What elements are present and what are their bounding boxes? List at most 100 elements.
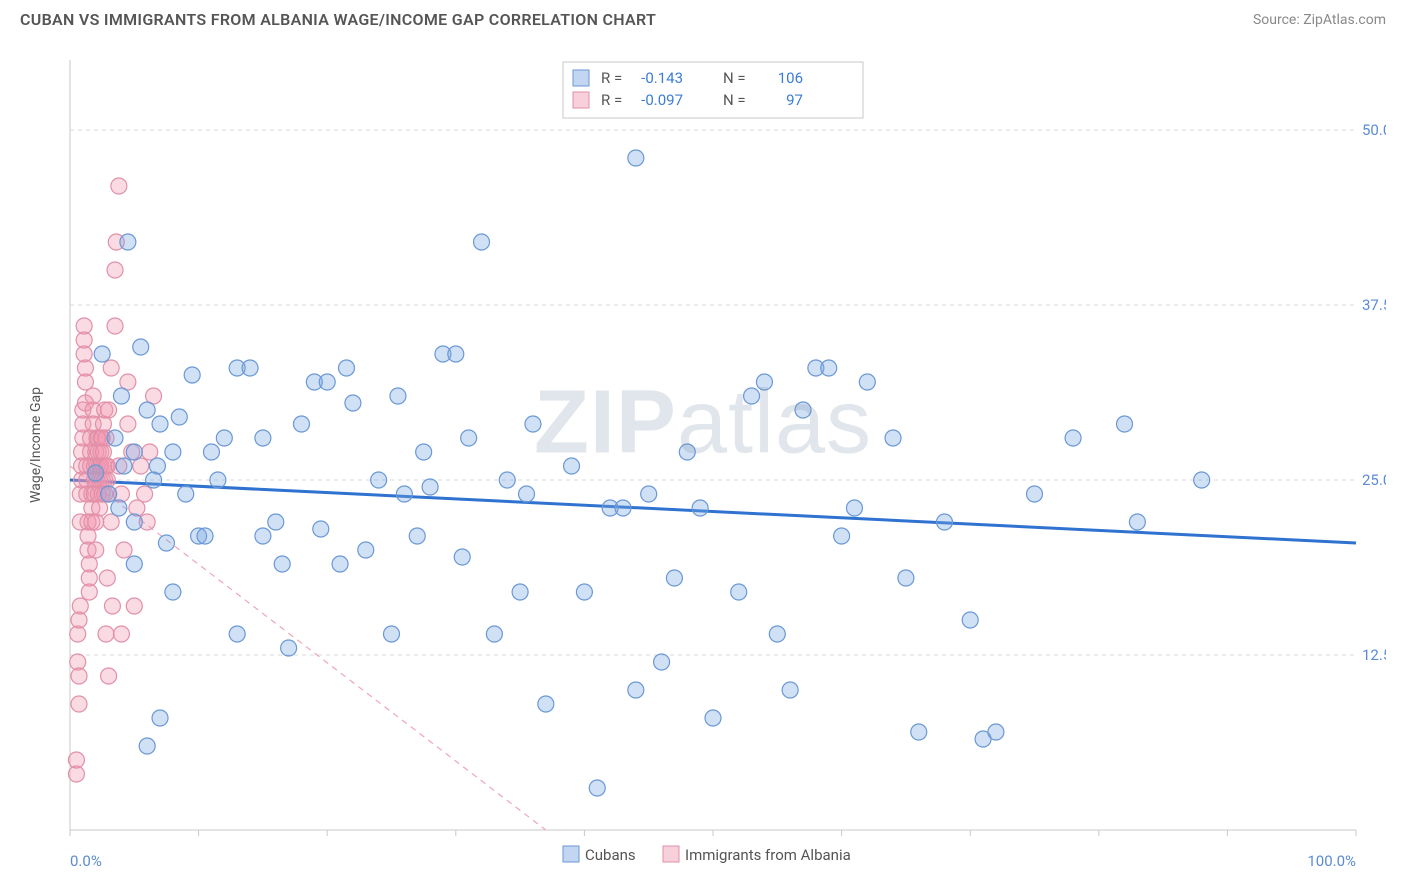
svg-text:R =: R = xyxy=(601,91,622,109)
data-point xyxy=(104,598,120,614)
chart-source: Source: ZipAtlas.com xyxy=(1253,12,1386,28)
data-point xyxy=(197,528,213,544)
legend-label: Cubans xyxy=(585,846,636,864)
data-point xyxy=(139,738,155,754)
data-point xyxy=(654,654,670,670)
data-point xyxy=(68,752,84,768)
data-point xyxy=(76,318,92,334)
data-point xyxy=(744,388,760,404)
data-point xyxy=(416,444,432,460)
data-point xyxy=(116,542,132,558)
data-point xyxy=(133,339,149,355)
y-tick-label: 12.5% xyxy=(1362,646,1386,664)
data-point xyxy=(71,668,87,684)
data-point xyxy=(988,724,1004,740)
data-point xyxy=(936,514,952,530)
data-point xyxy=(101,486,117,502)
data-point xyxy=(821,360,837,376)
data-point xyxy=(576,584,592,600)
data-point xyxy=(152,710,168,726)
data-point xyxy=(139,402,155,418)
data-point xyxy=(71,696,87,712)
svg-text:N =: N = xyxy=(723,91,746,109)
data-point xyxy=(769,626,785,642)
data-point xyxy=(107,430,123,446)
data-point xyxy=(129,500,145,516)
data-point xyxy=(111,500,127,516)
data-point xyxy=(731,584,747,600)
data-point xyxy=(111,178,127,194)
data-point xyxy=(499,472,515,488)
data-point xyxy=(409,528,425,544)
data-point xyxy=(628,150,644,166)
data-point xyxy=(126,444,142,460)
data-point xyxy=(171,409,187,425)
data-point xyxy=(448,346,464,362)
data-point xyxy=(152,416,168,432)
data-point xyxy=(962,612,978,628)
data-point xyxy=(384,626,400,642)
data-point xyxy=(846,500,862,516)
x-tick-label: 0.0% xyxy=(70,852,102,870)
data-point xyxy=(834,528,850,544)
data-point xyxy=(126,598,142,614)
data-point xyxy=(756,374,772,390)
chart-container: 12.5%25.0%37.5%50.0%0.0%100.0%Wage/Incom… xyxy=(20,40,1386,872)
scatter-chart: 12.5%25.0%37.5%50.0%0.0%100.0%Wage/Incom… xyxy=(20,40,1386,872)
data-point xyxy=(149,458,165,474)
data-point xyxy=(113,388,129,404)
data-point xyxy=(274,556,290,572)
data-point xyxy=(589,780,605,796)
data-point xyxy=(103,360,119,376)
data-point xyxy=(911,724,927,740)
data-point xyxy=(94,346,110,362)
data-point xyxy=(396,486,412,502)
data-point xyxy=(81,584,97,600)
data-point xyxy=(422,479,438,495)
data-point xyxy=(126,556,142,572)
svg-text:-0.097: -0.097 xyxy=(641,91,683,109)
data-point xyxy=(126,514,142,530)
data-point xyxy=(898,570,914,586)
data-point xyxy=(390,388,406,404)
data-point xyxy=(281,640,297,656)
data-point xyxy=(782,682,798,698)
data-point xyxy=(885,430,901,446)
data-point xyxy=(332,556,348,572)
data-point xyxy=(120,416,136,432)
chart-title: CUBAN VS IMMIGRANTS FROM ALBANIA WAGE/IN… xyxy=(20,10,656,29)
data-point xyxy=(88,465,104,481)
data-point xyxy=(692,500,708,516)
data-point xyxy=(107,262,123,278)
data-point xyxy=(120,234,136,250)
data-point xyxy=(101,402,117,418)
data-point xyxy=(345,395,361,411)
y-tick-label: 37.5% xyxy=(1362,296,1386,314)
svg-text:97: 97 xyxy=(786,91,803,109)
data-point xyxy=(1027,486,1043,502)
data-point xyxy=(165,584,181,600)
data-point xyxy=(142,444,158,460)
data-point xyxy=(486,626,502,642)
data-point xyxy=(666,570,682,586)
data-point xyxy=(77,360,93,376)
data-point xyxy=(293,416,309,432)
svg-text:R =: R = xyxy=(601,69,622,87)
data-point xyxy=(1065,430,1081,446)
svg-text:-0.143: -0.143 xyxy=(641,69,683,87)
data-point xyxy=(113,626,129,642)
data-point xyxy=(99,570,115,586)
data-point xyxy=(88,542,104,558)
data-point xyxy=(203,444,219,460)
data-point xyxy=(72,598,88,614)
y-axis-label: Wage/Income Gap xyxy=(28,387,44,503)
data-point xyxy=(178,486,194,502)
legend-label: Immigrants from Albania xyxy=(685,846,851,864)
svg-text:N =: N = xyxy=(723,69,746,87)
data-point xyxy=(313,521,329,537)
data-point xyxy=(85,388,101,404)
data-point xyxy=(107,318,123,334)
data-point xyxy=(268,514,284,530)
data-point xyxy=(358,542,374,558)
data-point xyxy=(615,500,631,516)
